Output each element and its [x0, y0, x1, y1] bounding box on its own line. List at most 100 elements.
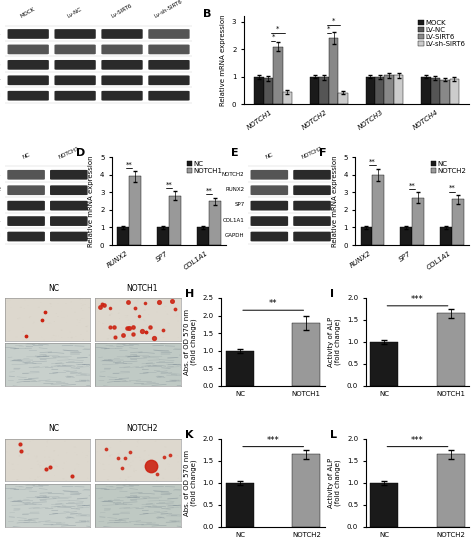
FancyBboxPatch shape	[50, 170, 88, 180]
Bar	[431, 78, 440, 104]
Ellipse shape	[102, 464, 104, 465]
Ellipse shape	[17, 318, 18, 319]
Text: D: D	[76, 148, 85, 159]
FancyBboxPatch shape	[293, 201, 331, 211]
Text: NOTCH2: NOTCH2	[126, 425, 158, 433]
Y-axis label: Relative mRNA expression: Relative mRNA expression	[332, 155, 337, 247]
FancyBboxPatch shape	[55, 29, 96, 39]
FancyBboxPatch shape	[55, 60, 96, 70]
Ellipse shape	[53, 335, 55, 336]
Ellipse shape	[135, 329, 137, 330]
Text: ***: ***	[411, 436, 424, 445]
Ellipse shape	[55, 465, 57, 466]
Point	[234, 161, 242, 169]
Bar	[169, 196, 181, 245]
Ellipse shape	[130, 466, 131, 467]
Ellipse shape	[48, 323, 51, 324]
Ellipse shape	[61, 337, 63, 338]
Text: NOTCH2: NOTCH2	[0, 46, 1, 51]
Ellipse shape	[167, 454, 168, 455]
Bar	[226, 351, 254, 386]
Ellipse shape	[80, 299, 81, 300]
Ellipse shape	[19, 307, 22, 308]
Ellipse shape	[102, 323, 104, 324]
Ellipse shape	[133, 330, 135, 331]
Ellipse shape	[37, 460, 38, 462]
Legend: NC, NOTCH1: NC, NOTCH1	[187, 161, 223, 174]
Point	[189, 179, 196, 187]
Text: RUNX2: RUNX2	[226, 187, 245, 192]
Ellipse shape	[18, 456, 19, 457]
Ellipse shape	[156, 452, 158, 453]
Ellipse shape	[109, 315, 111, 316]
Text: GAPDH: GAPDH	[225, 233, 245, 238]
Ellipse shape	[137, 441, 138, 442]
Ellipse shape	[139, 316, 141, 317]
Text: Lv-sh-SIRT6: Lv-sh-SIRT6	[154, 0, 184, 18]
Text: NOTCH3: NOTCH3	[0, 62, 1, 67]
Ellipse shape	[126, 457, 128, 458]
Ellipse shape	[29, 316, 31, 317]
Ellipse shape	[74, 312, 76, 313]
Bar	[209, 201, 221, 245]
Ellipse shape	[34, 456, 36, 457]
Point	[177, 10, 184, 19]
Ellipse shape	[135, 470, 137, 471]
Ellipse shape	[37, 464, 39, 465]
Ellipse shape	[53, 459, 55, 460]
FancyBboxPatch shape	[101, 45, 143, 54]
Ellipse shape	[178, 478, 179, 479]
Ellipse shape	[109, 314, 111, 315]
Y-axis label: Relative mRNA expression: Relative mRNA expression	[220, 15, 227, 106]
Ellipse shape	[42, 460, 43, 462]
Ellipse shape	[17, 480, 18, 481]
Text: NOTCH1: NOTCH1	[0, 31, 1, 36]
Ellipse shape	[79, 322, 81, 323]
Text: NOTCH4: NOTCH4	[0, 77, 1, 82]
Ellipse shape	[119, 441, 121, 442]
Ellipse shape	[109, 315, 110, 316]
Ellipse shape	[125, 479, 127, 481]
Bar	[394, 75, 403, 104]
Text: **: **	[369, 159, 376, 165]
FancyBboxPatch shape	[148, 91, 190, 100]
Ellipse shape	[44, 457, 46, 458]
Bar	[371, 483, 398, 527]
Ellipse shape	[139, 457, 141, 458]
Ellipse shape	[162, 478, 164, 479]
Text: **: **	[166, 181, 173, 187]
Ellipse shape	[135, 457, 136, 458]
Text: GAPDH: GAPDH	[0, 233, 1, 238]
Point	[233, 270, 241, 279]
FancyBboxPatch shape	[8, 60, 49, 70]
FancyBboxPatch shape	[251, 201, 288, 211]
Ellipse shape	[11, 464, 14, 465]
FancyBboxPatch shape	[293, 170, 331, 180]
FancyBboxPatch shape	[8, 29, 49, 39]
FancyBboxPatch shape	[148, 60, 190, 70]
Ellipse shape	[73, 446, 76, 447]
Ellipse shape	[54, 475, 55, 476]
Text: NOTCH1: NOTCH1	[0, 172, 1, 176]
Ellipse shape	[88, 307, 91, 308]
Text: **: **	[126, 161, 133, 167]
Bar	[197, 228, 209, 245]
Ellipse shape	[22, 331, 25, 332]
FancyBboxPatch shape	[293, 232, 331, 242]
Ellipse shape	[145, 475, 146, 476]
Bar	[264, 78, 273, 104]
Text: NOTCH2: NOTCH2	[222, 172, 245, 176]
Ellipse shape	[50, 303, 52, 304]
Ellipse shape	[81, 318, 83, 319]
Bar	[273, 47, 283, 104]
Bar	[437, 454, 465, 527]
Text: *: *	[332, 17, 335, 23]
Ellipse shape	[111, 313, 113, 314]
Text: L: L	[329, 430, 337, 440]
Bar	[365, 77, 375, 104]
Ellipse shape	[27, 453, 29, 454]
Ellipse shape	[121, 327, 123, 328]
Ellipse shape	[36, 456, 37, 457]
Ellipse shape	[107, 479, 109, 480]
FancyBboxPatch shape	[293, 216, 331, 226]
